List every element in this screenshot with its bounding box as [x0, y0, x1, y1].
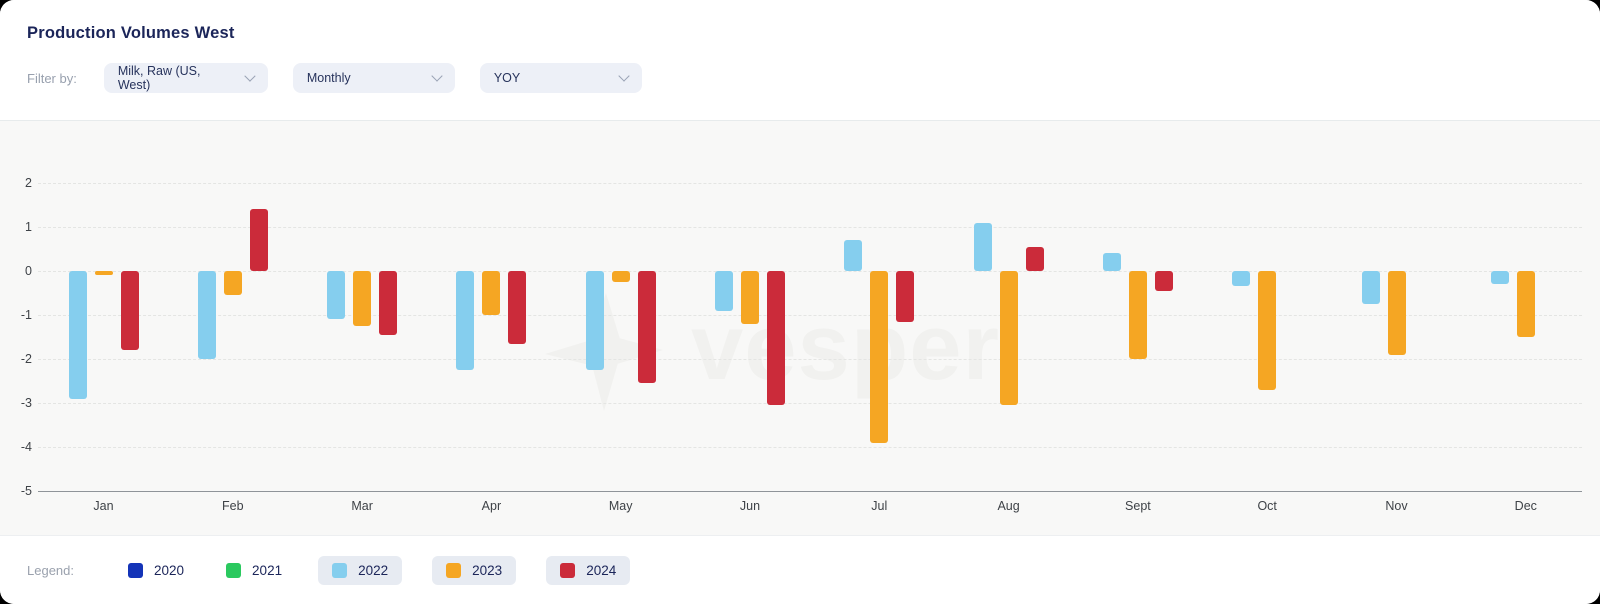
- gridline: [38, 183, 1582, 184]
- bar-2024-jan[interactable]: [120, 271, 139, 351]
- bar-2024-jul[interactable]: [896, 271, 915, 322]
- bar-2022-jun[interactable]: [715, 271, 733, 311]
- gridline: [38, 227, 1582, 228]
- bar-2022-oct[interactable]: [1232, 271, 1251, 287]
- card-header: Production Volumes West Filter by: Milk,…: [0, 0, 1600, 120]
- bar-2022-jan[interactable]: [68, 271, 87, 399]
- bar-2022-nov[interactable]: [1361, 271, 1380, 304]
- bar-2023-jun[interactable]: [741, 271, 759, 324]
- x-tick-label: Nov: [1385, 499, 1408, 513]
- bar-2023-jan[interactable]: [94, 271, 113, 276]
- bar-2024-jun[interactable]: [767, 271, 785, 406]
- legend-color-chip: [128, 562, 143, 578]
- bar-2023-apr[interactable]: [482, 271, 501, 315]
- chevron-down-icon: [244, 70, 256, 82]
- legend-color-chip: [226, 562, 242, 578]
- legend-color-chip: [560, 562, 576, 578]
- x-tick-label: Mar: [351, 499, 373, 513]
- bar-2023-mar[interactable]: [353, 271, 372, 326]
- y-tick-label: 2: [25, 176, 32, 190]
- y-tick-label: -5: [20, 484, 32, 498]
- product-filter-value: Milk, Raw (US, West): [117, 64, 201, 92]
- bar-2022-feb[interactable]: [197, 271, 216, 359]
- plot-area: vesper 2 1 0 -1 -2 -3 -4 -5 Jan Feb Mar Apr May Jun Ju…: [0, 120, 1600, 535]
- legend-year-label: 2024: [586, 562, 617, 578]
- x-tick-label: Feb: [222, 499, 244, 513]
- x-tick-label: Aug: [997, 499, 1020, 513]
- bar-2023-aug[interactable]: [999, 271, 1018, 406]
- legend-year-label: 2020: [154, 562, 185, 578]
- bar-2024-may[interactable]: [637, 271, 656, 384]
- bar-2022-mar[interactable]: [327, 271, 346, 320]
- legend-color-chip: [332, 562, 348, 578]
- bar-2023-feb[interactable]: [223, 271, 242, 296]
- bar-2022-apr[interactable]: [456, 271, 475, 370]
- legend-item-2022[interactable]: 2022: [318, 555, 403, 585]
- bar-2022-dec[interactable]: [1490, 271, 1509, 285]
- bar-2024-feb[interactable]: [249, 209, 268, 271]
- gridline: [38, 359, 1582, 360]
- x-tick-label: Jun: [739, 499, 761, 513]
- bar-2023-dec[interactable]: [1516, 271, 1535, 337]
- legend-item-2020[interactable]: 2020: [122, 556, 190, 585]
- x-tick-label: Sept: [1125, 499, 1151, 513]
- legend-year-label: 2022: [358, 562, 389, 578]
- y-tick-label: -4: [20, 440, 32, 454]
- legend-year-label: 2023: [472, 562, 503, 578]
- bar-2024-aug[interactable]: [1025, 246, 1044, 271]
- legend-item-2023[interactable]: 2023: [432, 555, 517, 585]
- page-title: Production Volumes West: [27, 24, 235, 42]
- y-tick-label: 1: [25, 220, 32, 234]
- bar-2022-sept[interactable]: [1102, 253, 1121, 271]
- y-tick-label: -1: [20, 308, 32, 322]
- legend-item-2021[interactable]: 2021: [220, 556, 288, 585]
- gridline: [38, 447, 1582, 448]
- gridline: [38, 315, 1582, 316]
- comparison-filter-dropdown[interactable]: YOY: [479, 63, 642, 93]
- chevron-down-icon: [618, 70, 630, 82]
- bar-2023-oct[interactable]: [1258, 271, 1277, 390]
- bar-2022-may[interactable]: [585, 271, 604, 370]
- legend-items: 2020 2021 2022 2023 2024: [122, 555, 631, 585]
- legend-color-chip: [446, 562, 462, 578]
- y-tick-label: 0: [25, 264, 32, 278]
- filter-by-label: Filter by:: [27, 70, 77, 86]
- bar-2024-apr[interactable]: [508, 271, 527, 344]
- bar-2023-sept[interactable]: [1128, 271, 1147, 359]
- frequency-filter-dropdown[interactable]: Monthly: [292, 63, 455, 93]
- gridline: [38, 271, 1582, 272]
- bar-2023-nov[interactable]: [1387, 271, 1406, 355]
- x-tick-label: Oct: [1257, 499, 1277, 513]
- x-tick-label: Jan: [93, 499, 114, 513]
- y-tick-label: -2: [20, 352, 32, 366]
- bar-2023-may[interactable]: [611, 271, 630, 282]
- comparison-filter-value: YOY: [493, 71, 521, 85]
- legend-year-label: 2021: [252, 562, 283, 578]
- x-tick-label: May: [608, 499, 633, 513]
- x-tick-label: Dec: [1514, 499, 1537, 513]
- x-axis-line: [38, 491, 1582, 492]
- gridline: [38, 403, 1582, 404]
- legend-bar: Legend: 2020 2021 2022 2023 2024: [0, 535, 1600, 604]
- y-tick-label: -3: [20, 396, 32, 410]
- bar-2023-jul[interactable]: [870, 271, 889, 443]
- frequency-filter-value: Monthly: [306, 71, 351, 85]
- bar-2024-mar[interactable]: [379, 271, 398, 335]
- legend-item-2024[interactable]: 2024: [546, 555, 631, 585]
- x-tick-label: Jul: [871, 499, 888, 513]
- bar-2022-aug[interactable]: [973, 222, 992, 271]
- chevron-down-icon: [431, 70, 443, 82]
- filter-row: Filter by: Milk, Raw (US, West) Monthly …: [27, 63, 667, 93]
- bar-2022-jul[interactable]: [844, 240, 863, 271]
- x-tick-label: Apr: [481, 499, 502, 513]
- legend-label: Legend:: [27, 562, 74, 578]
- product-filter-dropdown[interactable]: Milk, Raw (US, West): [103, 63, 268, 93]
- bar-2024-sept[interactable]: [1154, 271, 1173, 291]
